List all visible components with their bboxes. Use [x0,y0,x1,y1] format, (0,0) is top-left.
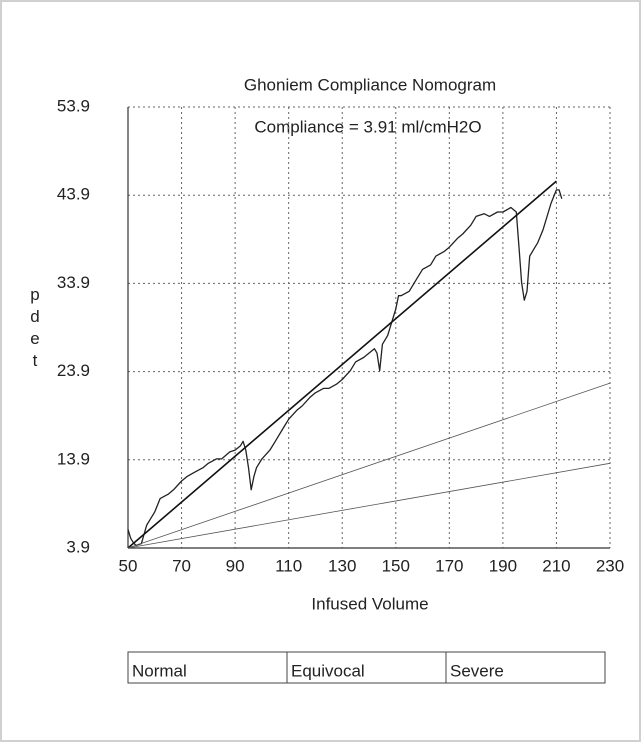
x-tick-label: 190 [489,556,517,575]
y-tick-label: 33.9 [57,273,90,292]
y-tick-label: 23.9 [57,361,90,380]
x-tick-label: 230 [596,556,624,575]
line [127,462,611,549]
x-tick-label: 130 [328,556,356,575]
legend-text: Normal [132,661,187,680]
x-tick-label: 70 [172,556,191,575]
line [127,189,563,547]
chart-title: Ghoniem Compliance Nomogram [244,75,496,94]
legend-text: Severe [450,661,504,680]
x-tick-label: 150 [382,556,410,575]
x-tick-label: 90 [226,556,245,575]
y-tick-label: 3.9 [66,537,90,556]
x-tick-label: 210 [542,556,570,575]
x-axis-label: Infused Volume [311,594,428,613]
legend-boxes: Normal Equivocal Severe [127,651,606,684]
x-tick-label: 110 [275,556,302,575]
x-tick-label: 170 [435,556,463,575]
legend-box [445,651,606,684]
y-tick-label: 13.9 [57,449,90,468]
y-tick-label: 43.9 [57,185,90,204]
x-tick-label: 50 [119,556,138,575]
legend-text: Equivocal [291,661,365,680]
y-tick-label: 53.9 [57,96,90,115]
annotation: Compliance = 3.91 ml/cmH2O [254,117,481,136]
line [127,180,557,549]
line [127,382,611,549]
